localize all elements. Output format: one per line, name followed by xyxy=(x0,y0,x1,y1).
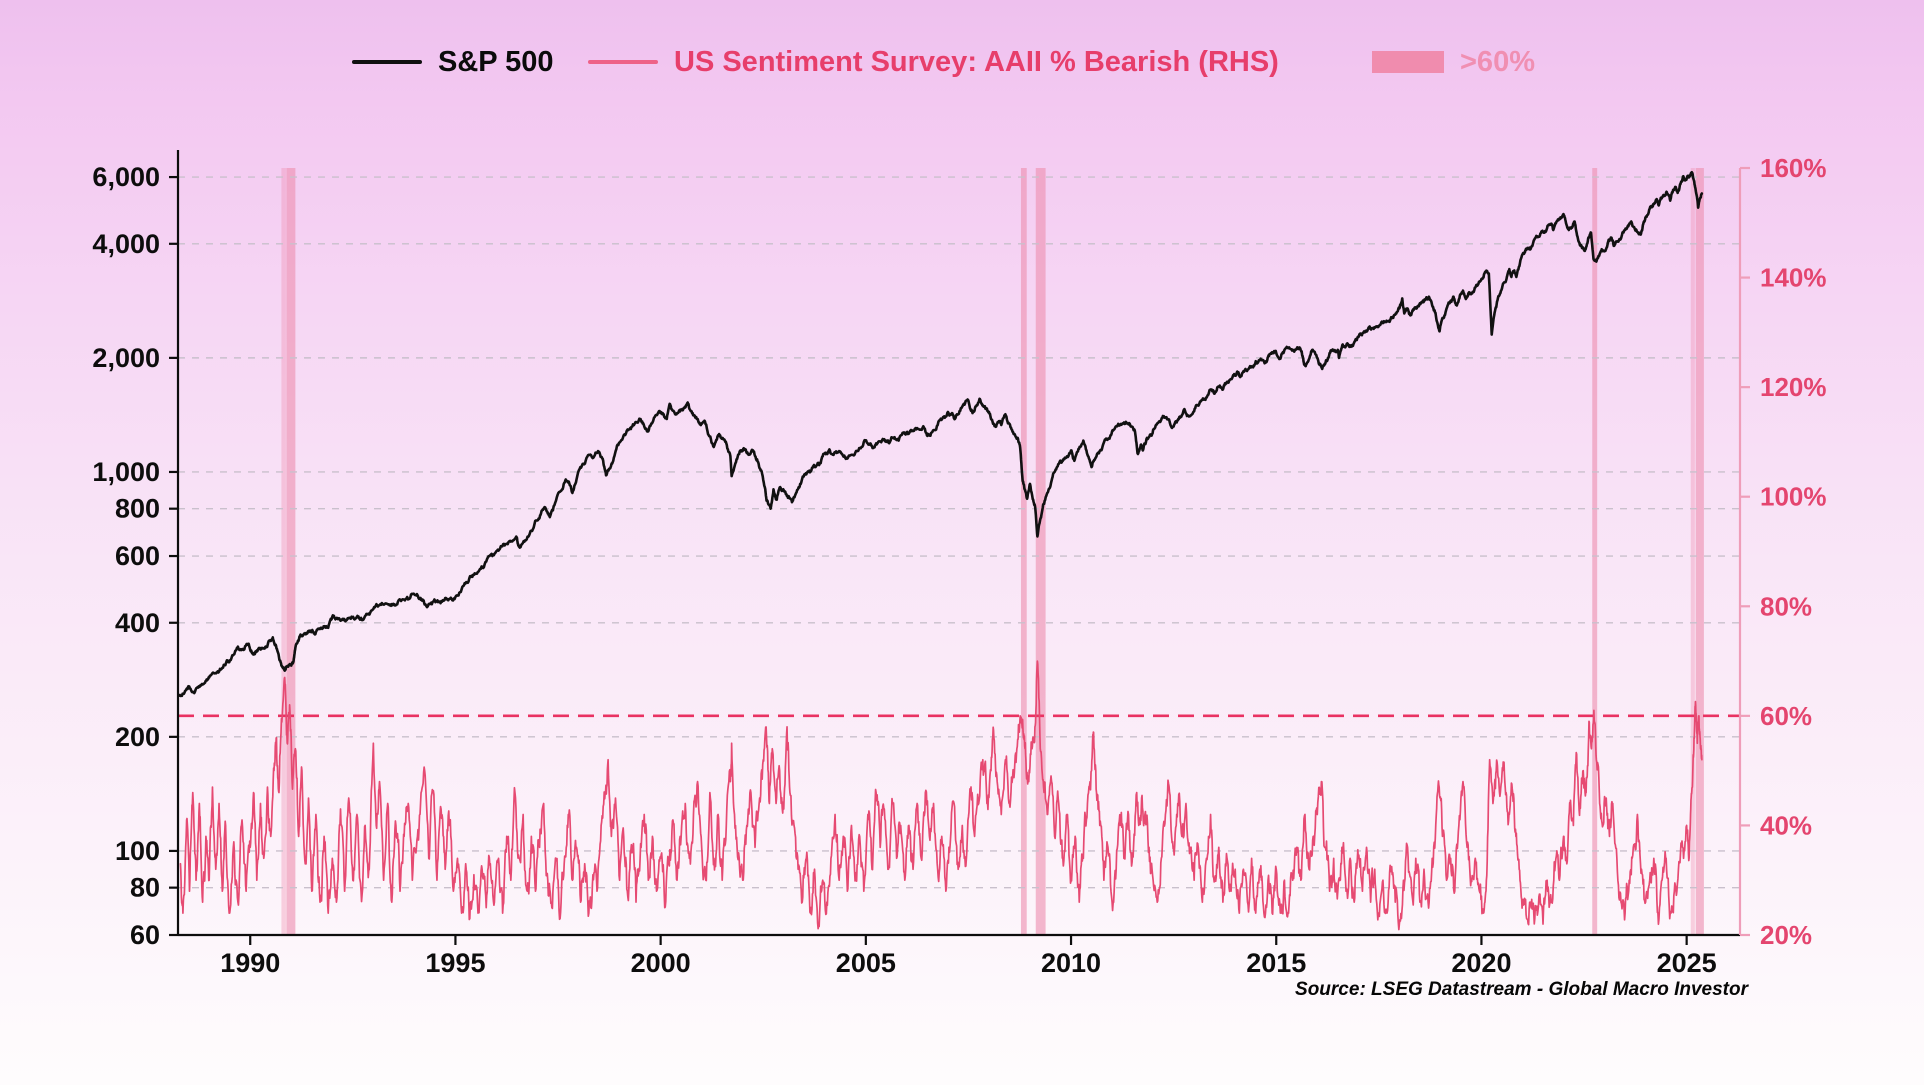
svg-text:2005: 2005 xyxy=(836,948,896,978)
svg-text:100: 100 xyxy=(115,836,160,866)
svg-text:2020: 2020 xyxy=(1451,948,1511,978)
svg-text:140%: 140% xyxy=(1760,263,1827,293)
legend-item-sp500: S&P 500 xyxy=(352,46,554,78)
svg-text:2025: 2025 xyxy=(1657,948,1717,978)
svg-text:80%: 80% xyxy=(1760,591,1812,621)
legend-label-sp500: S&P 500 xyxy=(438,46,554,78)
svg-text:600: 600 xyxy=(115,541,160,571)
svg-text:120%: 120% xyxy=(1760,372,1827,402)
svg-text:800: 800 xyxy=(115,494,160,524)
svg-text:2015: 2015 xyxy=(1246,948,1306,978)
legend: S&P 500 US Sentiment Survey: AAII % Bear… xyxy=(0,46,1924,78)
sentiment-line-swatch xyxy=(588,60,658,64)
threshold-band-swatch xyxy=(1372,51,1444,73)
svg-text:60%: 60% xyxy=(1760,701,1812,731)
svg-text:6,000: 6,000 xyxy=(92,162,160,192)
svg-text:20%: 20% xyxy=(1760,920,1812,950)
legend-item-sentiment: US Sentiment Survey: AAII % Bearish (RHS… xyxy=(588,46,1279,78)
svg-text:4,000: 4,000 xyxy=(92,229,160,259)
svg-text:200: 200 xyxy=(115,722,160,752)
svg-text:1995: 1995 xyxy=(425,948,485,978)
svg-text:2000: 2000 xyxy=(631,948,691,978)
source-note: Source: LSEG Datastream - Global Macro I… xyxy=(1295,979,1748,1000)
sp500-line-swatch xyxy=(352,60,422,64)
svg-text:160%: 160% xyxy=(1760,153,1827,183)
legend-item-threshold-band: >60% xyxy=(1372,46,1535,78)
svg-text:60: 60 xyxy=(130,920,160,950)
svg-text:2,000: 2,000 xyxy=(92,343,160,373)
legend-label-threshold: >60% xyxy=(1460,46,1535,78)
svg-text:2010: 2010 xyxy=(1041,948,1101,978)
svg-text:1,000: 1,000 xyxy=(92,457,160,487)
svg-text:80: 80 xyxy=(130,873,160,903)
svg-text:400: 400 xyxy=(115,608,160,638)
legend-label-sentiment: US Sentiment Survey: AAII % Bearish (RHS… xyxy=(674,46,1279,78)
svg-text:100%: 100% xyxy=(1760,482,1827,512)
svg-text:40%: 40% xyxy=(1760,810,1812,840)
svg-text:1990: 1990 xyxy=(220,948,280,978)
